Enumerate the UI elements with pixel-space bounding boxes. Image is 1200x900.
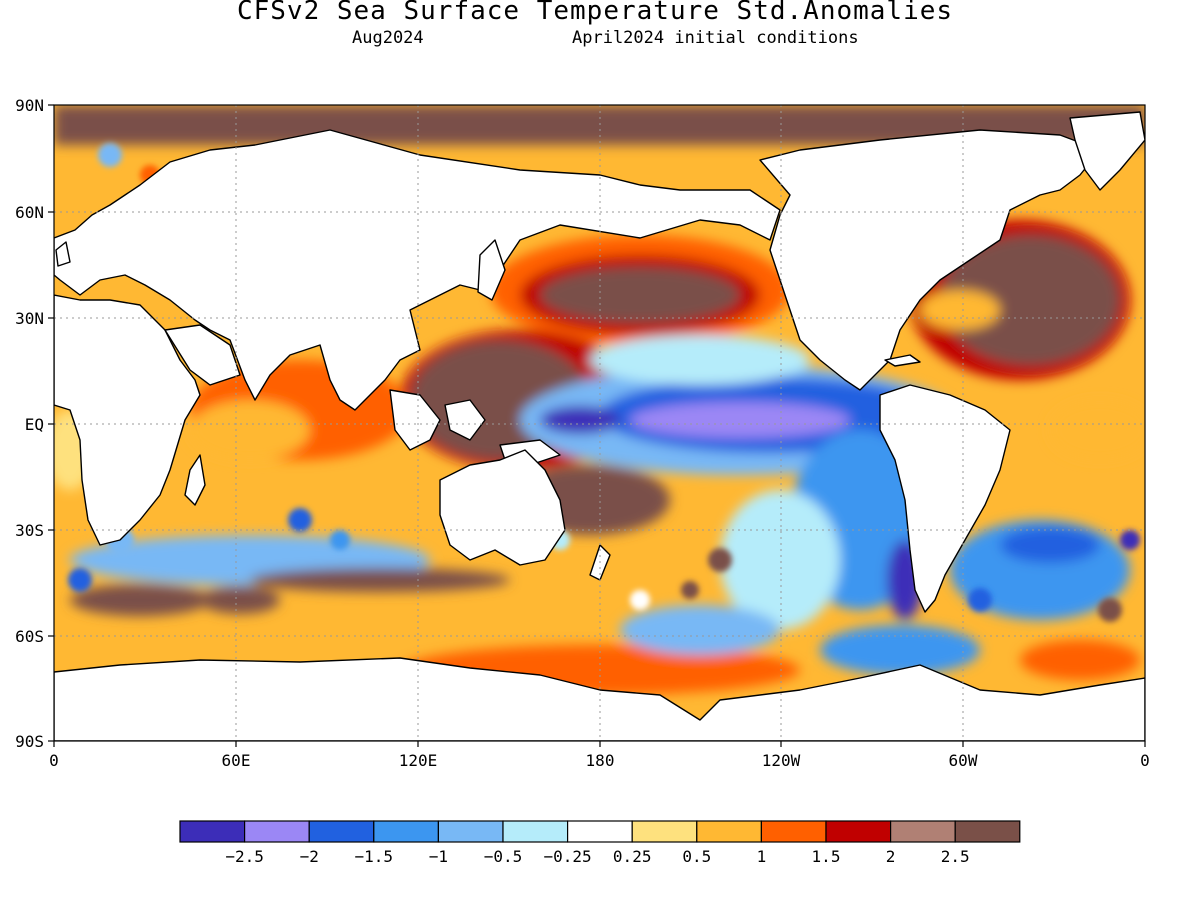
lat-label: 60N: [15, 203, 44, 222]
lat-label: 60S: [15, 627, 44, 646]
madagascar-land: [184, 454, 206, 506]
legend-label: −0.5: [484, 847, 523, 866]
legend-label: 2.5: [941, 847, 970, 866]
legend-swatch: [566, 820, 633, 843]
africa-land: [54, 294, 201, 546]
lat-lon-grid: [54, 105, 1145, 741]
japan-land: [477, 239, 506, 301]
legend-swatch: [889, 820, 956, 843]
lat-label: EQ: [25, 415, 44, 434]
lon-label: 120E: [399, 751, 438, 770]
legend-label: −2.5: [225, 847, 264, 866]
australia-land: [439, 449, 566, 566]
north-america-land: [759, 129, 1101, 391]
lon-label: 120W: [762, 751, 801, 770]
legend-swatch: [631, 820, 698, 843]
legend-label: 2: [886, 847, 896, 866]
legend-label: −0.25: [544, 847, 592, 866]
lon-label: 180: [586, 751, 615, 770]
borneo-land: [444, 399, 486, 441]
greenland-land: [1069, 111, 1145, 191]
legend-label: −2: [300, 847, 319, 866]
initial-conditions: April2024 initial conditions: [572, 28, 859, 48]
lon-label: 0: [49, 751, 59, 770]
legend-swatch: [308, 820, 375, 843]
lat-label: 30N: [15, 309, 44, 328]
legend-label: −1.5: [355, 847, 394, 866]
lat-label: 90S: [15, 732, 44, 751]
legend-swatch: [954, 820, 1021, 843]
latitude-labels: 90N 60N 30N EQ 30S 60S 90S: [15, 96, 44, 751]
south-america-land: [879, 384, 1011, 613]
legend-label: 1.5: [812, 847, 841, 866]
legend-label: 1: [757, 847, 767, 866]
forecast-month: Aug2024: [352, 28, 424, 48]
lon-label: 60E: [222, 751, 251, 770]
uk-land: [55, 241, 71, 267]
map-title: CFSv2 Sea Surface Temperature Std.Anomal…: [236, 0, 954, 26]
legend-swatch: [760, 820, 827, 843]
axis-ticks: [48, 104, 1146, 747]
caribbean-land: [884, 354, 921, 367]
legend-label: −1: [429, 847, 448, 866]
longitude-labels: 0 60E 120E 180 120W 60W 0: [49, 751, 1150, 770]
color-legend: −2.5 −2 −1.5 −1 −0.5 −0.25 0.25 0.5 1 1.5 2 2.5: [179, 820, 1021, 866]
legend-swatch: [373, 820, 439, 843]
legend-swatch: [825, 820, 892, 843]
arabia-land: [164, 324, 241, 386]
legend-swatch: [179, 820, 246, 843]
maritime-continent-land: [389, 389, 441, 451]
legend-swatch: [696, 820, 762, 843]
legend-swatch: [244, 820, 310, 843]
legend-label: 0.25: [613, 847, 652, 866]
legend-label: 0.5: [682, 847, 711, 866]
lat-label: 90N: [15, 96, 44, 115]
lon-label: 0: [1140, 751, 1150, 770]
lat-label: 30S: [15, 521, 44, 540]
lon-label: 60W: [949, 751, 978, 770]
legend-swatch: [502, 820, 569, 843]
legend-swatch: [437, 820, 504, 843]
